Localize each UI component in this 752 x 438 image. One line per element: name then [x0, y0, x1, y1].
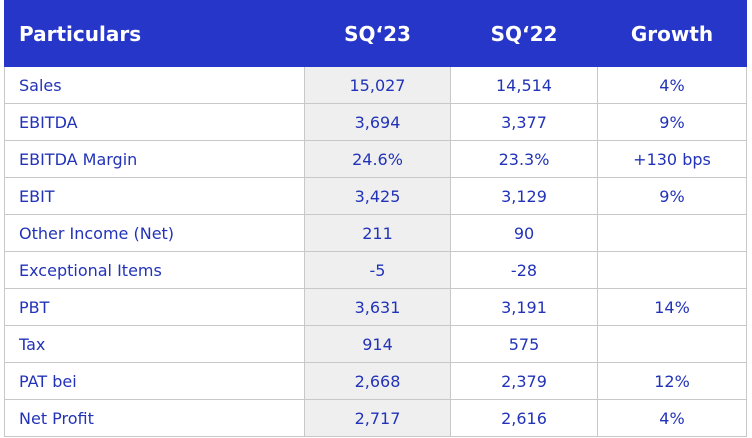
row-label: Other Income (Net): [4, 214, 305, 252]
table-row: Exceptional Items -5 -28: [4, 251, 747, 289]
table-row: EBITDA 3,694 3,377 9%: [4, 103, 747, 141]
value-cell: 575: [450, 325, 598, 363]
value-cell: 3,631: [304, 288, 451, 326]
value-cell: 14,514: [450, 66, 598, 104]
row-label: PAT bei: [4, 362, 305, 400]
table-row: PAT bei 2,668 2,379 12%: [4, 362, 747, 400]
value-cell: 15,027: [304, 66, 451, 104]
value-cell: -28: [450, 251, 598, 289]
value-cell: 4%: [597, 399, 747, 437]
table-row: Other Income (Net) 211 90: [4, 214, 747, 252]
table-row: EBITDA Margin 24.6% 23.3% +130 bps: [4, 140, 747, 178]
value-cell: 3,129: [450, 177, 598, 215]
value-cell: -5: [304, 251, 451, 289]
value-cell: [597, 325, 747, 363]
value-cell: 2,717: [304, 399, 451, 437]
value-cell: 3,694: [304, 103, 451, 141]
value-cell: 4%: [597, 66, 747, 104]
header-cell: Particulars: [4, 0, 305, 67]
table-header: Particulars SQ‘23 SQ‘22 Growth: [4, 0, 747, 67]
value-cell: [597, 214, 747, 252]
table-row: Sales 15,027 14,514 4%: [4, 66, 747, 104]
row-label: EBIT: [4, 177, 305, 215]
value-cell: +130 bps: [597, 140, 747, 178]
value-cell: 3,377: [450, 103, 598, 141]
value-cell: 9%: [597, 177, 747, 215]
row-label: EBITDA Margin: [4, 140, 305, 178]
table-row: Tax 914 575: [4, 325, 747, 363]
row-label: Sales: [4, 66, 305, 104]
value-cell: 914: [304, 325, 451, 363]
value-cell: 2,668: [304, 362, 451, 400]
value-cell: 2,379: [450, 362, 598, 400]
table-row: Net Profit 2,717 2,616 4%: [4, 399, 747, 437]
value-cell: 3,191: [450, 288, 598, 326]
financial-table: Particulars SQ‘23 SQ‘22 Growth Sales 15,027 1…: [4, 0, 747, 437]
header-cell: Growth: [597, 0, 747, 67]
value-cell: 211: [304, 214, 451, 252]
row-label: Net Profit: [4, 399, 305, 437]
value-cell: 12%: [597, 362, 747, 400]
header-cell: SQ‘22: [450, 0, 598, 67]
row-label: Exceptional Items: [4, 251, 305, 289]
value-cell: 23.3%: [450, 140, 598, 178]
header-row: Particulars SQ‘23 SQ‘22 Growth: [4, 0, 747, 67]
table-row: PBT 3,631 3,191 14%: [4, 288, 747, 326]
table-row: EBIT 3,425 3,129 9%: [4, 177, 747, 215]
value-cell: 24.6%: [304, 140, 451, 178]
row-label: PBT: [4, 288, 305, 326]
table-body: Sales 15,027 14,514 4% EBITDA 3,694 3,377 9% EBI…: [4, 66, 747, 437]
value-cell: 90: [450, 214, 598, 252]
value-cell: [597, 251, 747, 289]
value-cell: 14%: [597, 288, 747, 326]
header-cell: SQ‘23: [304, 0, 451, 67]
value-cell: 9%: [597, 103, 747, 141]
value-cell: 3,425: [304, 177, 451, 215]
row-label: EBITDA: [4, 103, 305, 141]
row-label: Tax: [4, 325, 305, 363]
value-cell: 2,616: [450, 399, 598, 437]
